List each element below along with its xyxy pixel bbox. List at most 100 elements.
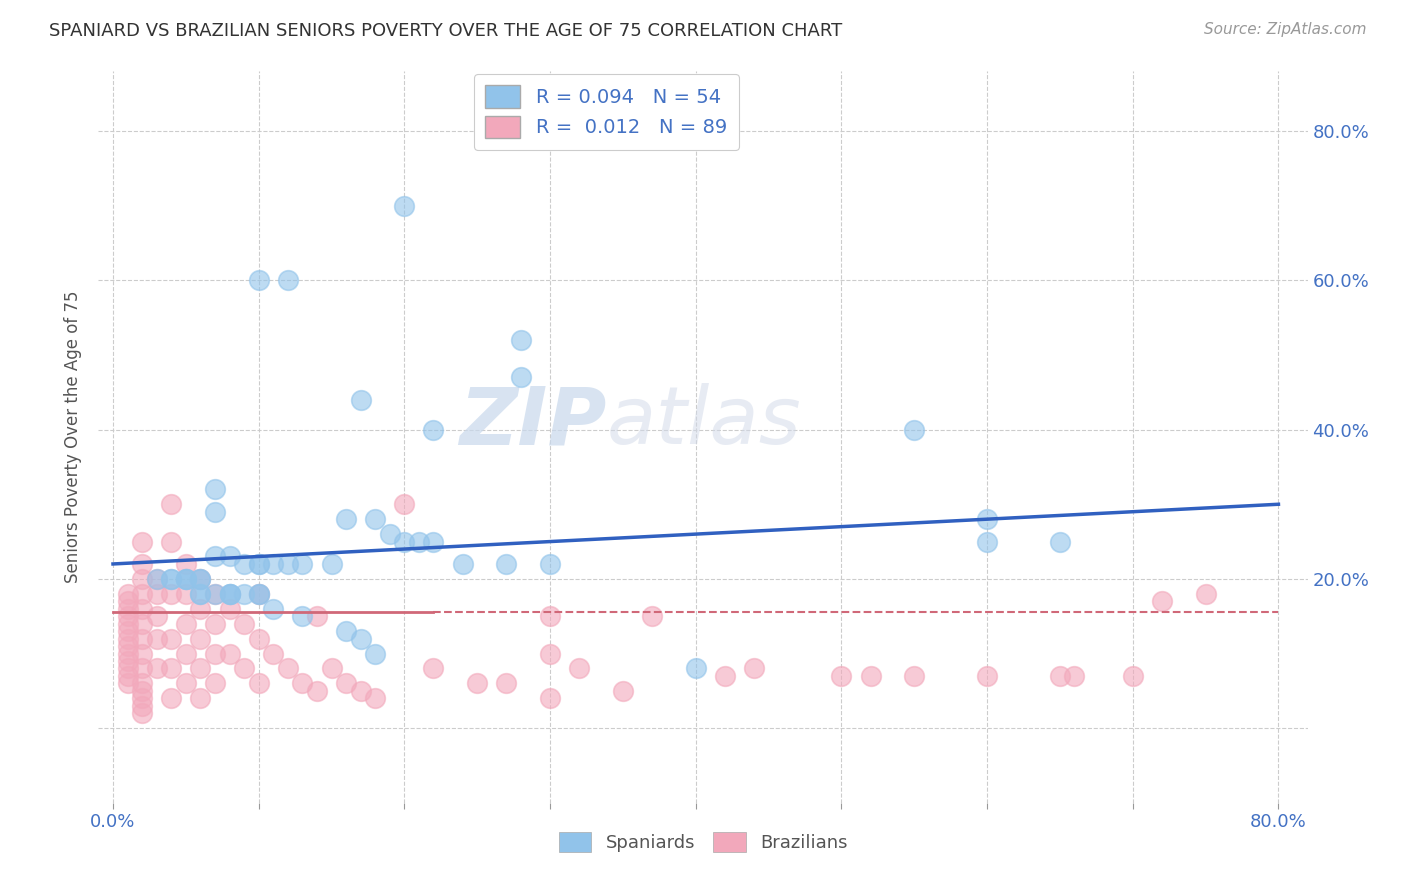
Point	[859, 669, 882, 683]
Point	[247, 557, 270, 571]
Point	[160, 691, 183, 706]
Point	[394, 534, 416, 549]
Point	[160, 572, 183, 586]
Point	[1049, 669, 1071, 683]
Point	[218, 549, 240, 564]
Point	[335, 624, 357, 639]
Point	[204, 587, 226, 601]
Point	[190, 601, 212, 615]
Point	[262, 557, 284, 571]
Point	[394, 199, 416, 213]
Point	[160, 587, 183, 601]
Point	[233, 557, 256, 571]
Point	[538, 557, 561, 571]
Point	[190, 587, 212, 601]
Point	[742, 661, 765, 675]
Point	[218, 587, 240, 601]
Point	[160, 632, 183, 646]
Point	[160, 497, 183, 511]
Point	[174, 587, 197, 601]
Point	[117, 587, 139, 601]
Point	[247, 273, 270, 287]
Point	[495, 676, 517, 690]
Point	[190, 572, 212, 586]
Point	[714, 669, 737, 683]
Text: Source: ZipAtlas.com: Source: ZipAtlas.com	[1204, 22, 1367, 37]
Point	[131, 691, 153, 706]
Point	[174, 676, 197, 690]
Point	[190, 572, 212, 586]
Point	[160, 572, 183, 586]
Point	[247, 557, 270, 571]
Point	[1122, 669, 1144, 683]
Point	[335, 512, 357, 526]
Point	[117, 676, 139, 690]
Point	[131, 698, 153, 713]
Point	[350, 683, 373, 698]
Point	[538, 647, 561, 661]
Point	[291, 609, 314, 624]
Point	[174, 647, 197, 661]
Point	[131, 706, 153, 721]
Point	[247, 587, 270, 601]
Point	[204, 676, 226, 690]
Point	[145, 587, 167, 601]
Point	[568, 661, 591, 675]
Point	[204, 505, 226, 519]
Point	[117, 609, 139, 624]
Point	[1150, 594, 1173, 608]
Point	[190, 661, 212, 675]
Point	[422, 661, 444, 675]
Point	[277, 661, 299, 675]
Point	[976, 669, 998, 683]
Point	[190, 632, 212, 646]
Point	[247, 676, 270, 690]
Point	[364, 647, 387, 661]
Point	[174, 616, 197, 631]
Point	[117, 624, 139, 639]
Point	[509, 333, 531, 347]
Text: SPANIARD VS BRAZILIAN SENIORS POVERTY OVER THE AGE OF 75 CORRELATION CHART: SPANIARD VS BRAZILIAN SENIORS POVERTY OV…	[49, 22, 842, 40]
Point	[204, 616, 226, 631]
Text: ZIP: ZIP	[458, 384, 606, 461]
Point	[1063, 669, 1085, 683]
Point	[233, 616, 256, 631]
Point	[903, 669, 925, 683]
Legend: Spaniards, Brazilians: Spaniards, Brazilians	[551, 824, 855, 860]
Point	[204, 587, 226, 601]
Point	[685, 661, 707, 675]
Point	[976, 534, 998, 549]
Point	[117, 632, 139, 646]
Point	[976, 512, 998, 526]
Point	[117, 647, 139, 661]
Point	[509, 370, 531, 384]
Point	[145, 572, 167, 586]
Point	[612, 683, 634, 698]
Point	[174, 557, 197, 571]
Point	[145, 572, 167, 586]
Point	[190, 572, 212, 586]
Point	[204, 483, 226, 497]
Point	[364, 691, 387, 706]
Point	[218, 647, 240, 661]
Point	[117, 601, 139, 615]
Point	[350, 392, 373, 407]
Point	[1194, 587, 1216, 601]
Point	[465, 676, 488, 690]
Point	[277, 273, 299, 287]
Point	[262, 601, 284, 615]
Point	[117, 639, 139, 653]
Point	[321, 557, 343, 571]
Point	[131, 587, 153, 601]
Point	[131, 616, 153, 631]
Point	[131, 632, 153, 646]
Point	[305, 683, 328, 698]
Point	[903, 423, 925, 437]
Point	[247, 587, 270, 601]
Point	[204, 549, 226, 564]
Point	[495, 557, 517, 571]
Text: atlas: atlas	[606, 384, 801, 461]
Point	[218, 587, 240, 601]
Point	[422, 423, 444, 437]
Point	[174, 572, 197, 586]
